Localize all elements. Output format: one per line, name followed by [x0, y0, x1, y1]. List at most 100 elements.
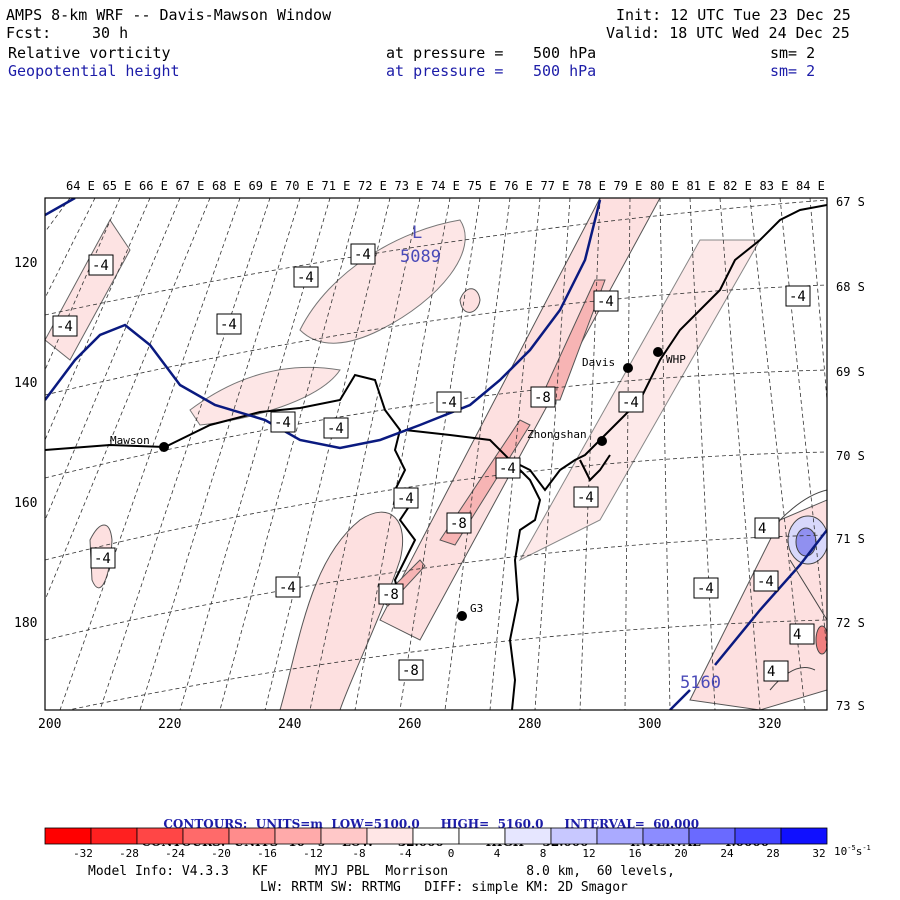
vorticity-label-box: [393, 487, 419, 509]
colorbar-tick: -28: [119, 847, 139, 860]
x-tick-label: 260: [398, 717, 421, 732]
colorbar-segment: [550, 827, 598, 845]
lon-label: 80 E: [650, 179, 679, 193]
colorbar-segment: [228, 827, 276, 845]
lon-label: 69 E: [249, 179, 278, 193]
y-tick-label: 140: [14, 376, 37, 391]
lon-label: 70 E: [285, 179, 314, 193]
colorbar-unit-base: 10: [834, 845, 847, 858]
vorticity-label-box: [436, 391, 462, 413]
legend-height-prefix: CONTOURS: UNITS=m LOW=: [163, 817, 374, 831]
vorticity-label-box: [90, 547, 116, 569]
lon-label: 72 E: [358, 179, 387, 193]
x-tick-label: 220: [158, 717, 181, 732]
fcst-label: Fcst:: [6, 24, 52, 42]
colorbar-tick: 24: [720, 847, 734, 860]
lon-label: 83 E: [760, 179, 789, 193]
low-center-value: 5089: [400, 247, 441, 267]
g3-marker: [457, 611, 467, 621]
x-tick-label: 240: [278, 717, 301, 732]
davis-marker: [623, 363, 633, 373]
colorbar-tick: -20: [211, 847, 231, 860]
vorticity-label: -4: [440, 395, 457, 411]
colorbar-segment: [688, 827, 736, 845]
colorbar-tick: -16: [257, 847, 277, 860]
positive-vorticity-shading: [787, 515, 827, 655]
vorticity-label: 4: [767, 664, 775, 680]
vorticity-label-box: [52, 315, 78, 337]
model-info: Model Info: V4.3.3 KF MYJ PBL Morrison 8…: [88, 864, 675, 879]
x-tick-label: 320: [758, 717, 781, 732]
colorbar-segment: [504, 827, 552, 845]
lon-label: 67 E: [176, 179, 205, 193]
longitude-axis-labels: 64 E 65 E 66 E 67 E 68 E 69 E 70 E 71 E 72 E 73 E…: [66, 179, 825, 193]
vorticity-label-box: [763, 660, 789, 682]
x-tick-label: 300: [638, 717, 661, 732]
physics-info: LW: RRTM SW: RRTMG DIFF: simple KM: 2D S…: [260, 880, 628, 895]
vorticity-label: -4: [94, 551, 111, 567]
colorbar-segment: [596, 827, 644, 845]
lat-label: 68 S: [836, 280, 865, 294]
station-markers: [159, 347, 663, 621]
vorticity-label: 4: [758, 521, 766, 537]
vorticity-label-box: [785, 285, 811, 307]
legend-height-high-label: HIGH=: [440, 817, 490, 831]
vorticity-label: -8: [450, 516, 467, 532]
colorbar-tick: -12: [303, 847, 323, 860]
vorticity-label: -4: [757, 574, 774, 590]
y-axis-labels: 120 140 160 180: [14, 256, 37, 631]
vorticity-label-box: [530, 386, 556, 408]
latitude-axis-labels: 67 S 68 S 69 S 70 S 71 S 72 S 73 S: [836, 195, 865, 713]
field-2-pressure: 500 hPa: [533, 62, 597, 80]
lon-label: 66 E: [139, 179, 168, 193]
colorbar-segment: [320, 827, 368, 845]
vorticity-label-box: [573, 486, 599, 508]
vorticity-label: -4: [92, 258, 109, 274]
map-frame: [44, 197, 828, 711]
vorticity-label: -4: [622, 395, 639, 411]
vorticity-label: -4: [577, 490, 594, 506]
x-axis-labels: 200 220 240 260 280 300 320: [38, 717, 781, 732]
legend-height-high: 5160.0: [497, 817, 544, 831]
vorticity-label: -4: [220, 317, 237, 333]
height-contours: [45, 198, 827, 710]
lon-label: 84 E: [796, 179, 825, 193]
y-tick-label: 180: [14, 616, 37, 631]
colorbar-unit-s: s: [856, 845, 863, 858]
vorticity-label-box: [270, 411, 296, 433]
colorbar-tick: 0: [448, 847, 455, 860]
colorbar-tick: 16: [628, 847, 641, 860]
vorticity-label: -4: [327, 421, 344, 437]
lon-label: 76 E: [504, 179, 533, 193]
vorticity-label: 4: [793, 627, 801, 643]
colorbar-tick: -32: [73, 847, 93, 860]
colorbar-segment: [780, 827, 828, 845]
colorbar-segment: [734, 827, 782, 845]
mawson-marker: [159, 442, 169, 452]
vorticity-labels: -4 -4 -4 -4 -4 -4 -4 -4 -4 -4 -4 -4 -4 -4 -4 -4 -4 -4 -8 -8…: [52, 243, 815, 682]
vorticity-label-box: [693, 577, 719, 599]
colorbar-unit: 10-5s-1: [834, 844, 871, 858]
vorticity-label: -8: [402, 663, 419, 679]
colorbar-tick: 8: [540, 847, 547, 860]
legend-height-interval-label: INTERVAL=: [564, 817, 645, 831]
vorticity-label-box: [398, 659, 424, 681]
lon-label: 73 E: [395, 179, 424, 193]
lon-label: 77 E: [541, 179, 570, 193]
colorbar-segment: [274, 827, 322, 845]
lon-label: 65 E: [103, 179, 132, 193]
station-label-davis: Davis: [582, 356, 615, 369]
colorbar-segment: [458, 827, 506, 845]
lon-label: 64 E: [66, 179, 95, 193]
lat-label: 72 S: [836, 616, 865, 630]
vorticity-label-box: [216, 313, 242, 335]
field-1-name: Relative vorticity: [8, 44, 171, 62]
field-2-pressure-label: at pressure =: [386, 62, 504, 80]
vorticity-label: -4: [697, 581, 714, 597]
vorticity-label: -4: [789, 289, 806, 305]
lon-label: 82 E: [723, 179, 752, 193]
vorticity-label-box: [618, 391, 644, 413]
field-2-sm: sm= 2: [770, 62, 816, 80]
vorticity-label: -4: [397, 491, 414, 507]
lat-label: 73 S: [836, 699, 865, 713]
